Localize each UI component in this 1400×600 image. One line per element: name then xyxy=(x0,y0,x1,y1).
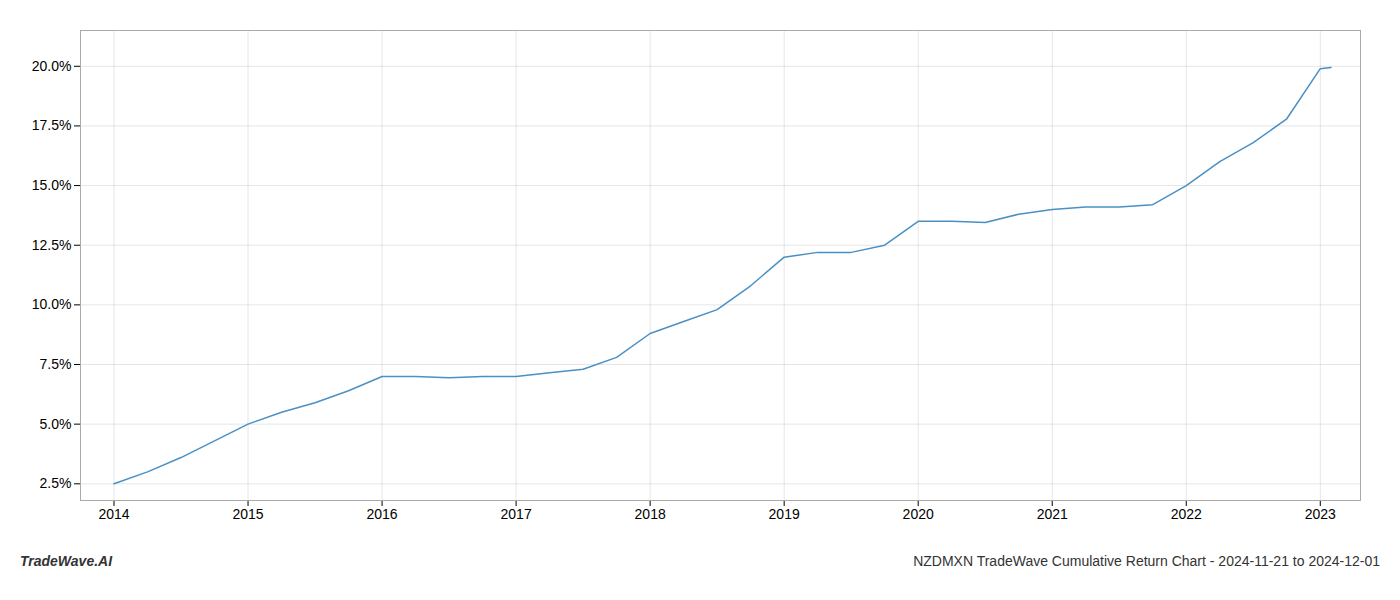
html-text:NZDMXN TradeWave Cumulative Re: NZDMXN TradeWave Cumulative Return Chart… xyxy=(913,553,1380,569)
svg-text:2015: 2015 xyxy=(232,506,263,522)
svg-text:2018: 2018 xyxy=(635,506,666,522)
svg-text:2019: 2019 xyxy=(769,506,800,522)
svg-text:2020: 2020 xyxy=(903,506,934,522)
svg-text:2021: 2021 xyxy=(1037,506,1068,522)
svg-text:12.5%: 12.5% xyxy=(32,237,72,253)
svg-text:10.0%: 10.0% xyxy=(32,296,72,312)
svg-text:7.5%: 7.5% xyxy=(40,356,72,372)
svg-text:17.5%: 17.5% xyxy=(32,117,72,133)
svg-text:5.0%: 5.0% xyxy=(40,416,72,432)
svg-text:20.0%: 20.0% xyxy=(32,58,72,74)
svg-text:15.0%: 15.0% xyxy=(32,177,72,193)
svg-text:2023: 2023 xyxy=(1305,506,1336,522)
svg-text:2017: 2017 xyxy=(501,506,532,522)
svg-text:2022: 2022 xyxy=(1171,506,1202,522)
svg-text:2.5%: 2.5% xyxy=(40,475,72,491)
html-text:TradeWave.AI: TradeWave.AI xyxy=(20,553,113,569)
svg-text:2016: 2016 xyxy=(366,506,397,522)
svg-text:2014: 2014 xyxy=(98,506,129,522)
